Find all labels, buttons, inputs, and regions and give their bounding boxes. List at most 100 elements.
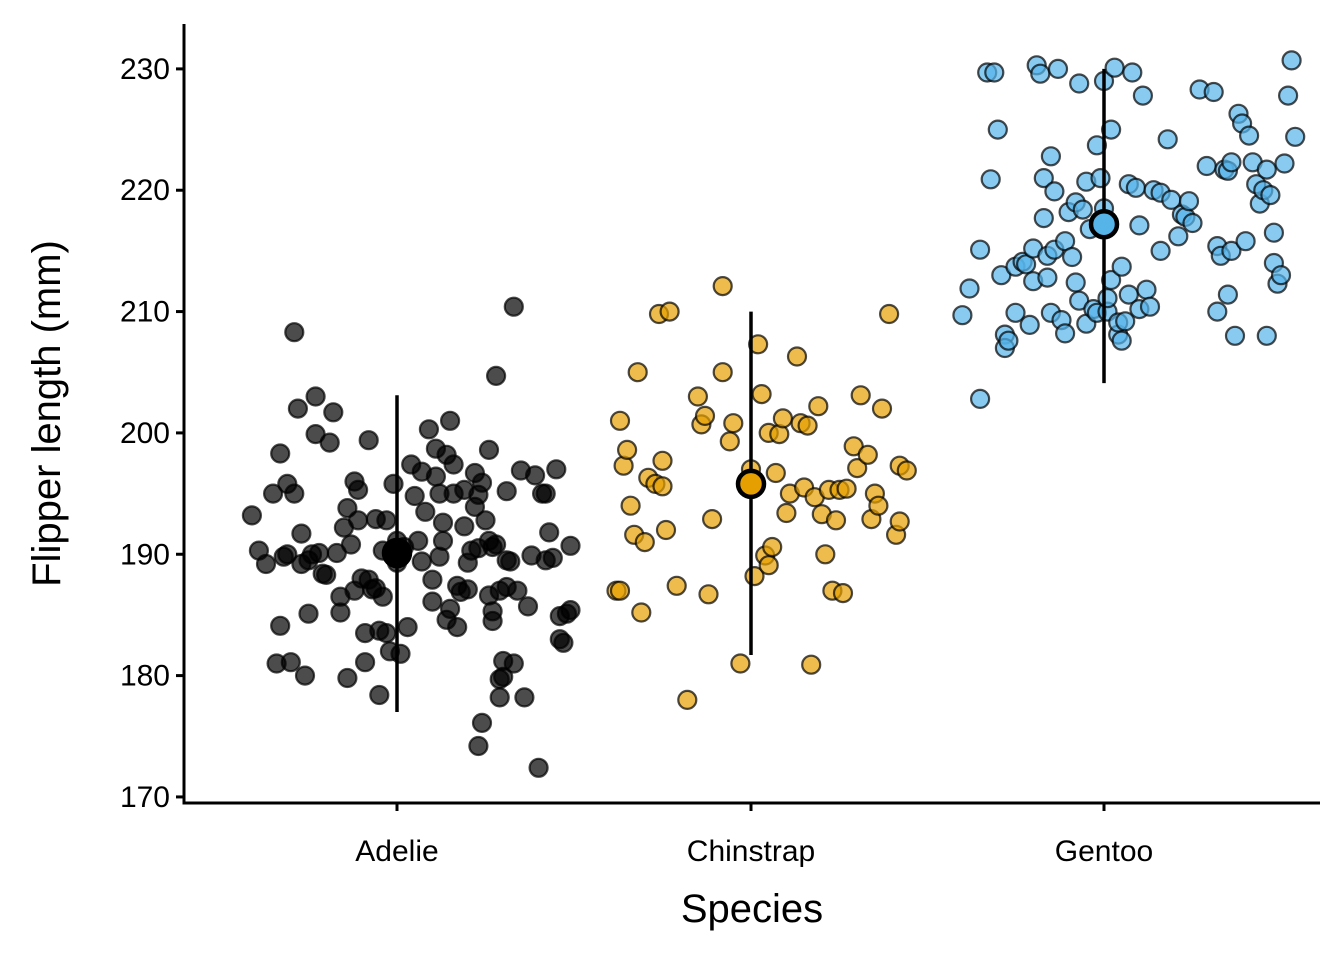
data-point: [836, 478, 857, 499]
data-point: [868, 495, 889, 516]
data-point: [1132, 85, 1154, 106]
data-point: [425, 466, 446, 487]
data-point: [330, 602, 351, 623]
data-point: [1150, 240, 1171, 261]
data-point: [1136, 279, 1157, 300]
data-point: [1122, 62, 1143, 83]
data-point: [998, 330, 1019, 351]
data-point: [309, 542, 330, 564]
data-point: [889, 511, 910, 532]
data-point: [786, 346, 808, 367]
data-point: [404, 485, 425, 507]
data-point: [712, 362, 733, 383]
data-point: [294, 665, 316, 686]
data-point: [1115, 311, 1136, 332]
data-point: [517, 596, 539, 617]
data-point: [687, 386, 709, 407]
data-point: [1033, 168, 1054, 189]
x-tick-label: Chinstrap: [687, 835, 815, 868]
data-point: [489, 687, 510, 708]
data-point: [280, 652, 301, 673]
data-point: [440, 410, 461, 431]
data-point: [1037, 267, 1058, 288]
data-point: [808, 396, 829, 417]
data-point: [454, 516, 475, 537]
data-point: [815, 544, 836, 565]
data-point: [323, 402, 344, 423]
data-point: [762, 536, 783, 558]
data-point: [542, 547, 563, 569]
data-point: [896, 460, 917, 481]
data-point: [1129, 215, 1150, 236]
data-point: [560, 535, 581, 556]
data-point: [500, 551, 521, 572]
data-point: [1285, 126, 1306, 147]
data-point: [337, 667, 358, 689]
data-point: [468, 735, 489, 757]
data-point: [1047, 58, 1069, 80]
data-point: [878, 303, 900, 325]
data-point: [1054, 323, 1076, 344]
data-point: [609, 410, 631, 431]
data-point: [372, 586, 393, 607]
data-point: [390, 643, 411, 664]
data-point: [634, 531, 655, 553]
data-point: [1044, 181, 1065, 202]
data-point: [340, 534, 362, 555]
data-point: [270, 615, 291, 636]
data-point: [747, 334, 769, 355]
data-point: [546, 459, 567, 480]
data-point: [482, 601, 503, 622]
data-point: [471, 712, 493, 734]
x-tick-label: Gentoo: [1055, 835, 1153, 868]
data-point: [397, 616, 418, 638]
data-point: [443, 454, 464, 475]
data-point: [486, 365, 507, 386]
data-point: [825, 510, 847, 531]
data-point: [305, 386, 326, 407]
data-point: [797, 415, 818, 436]
data-point: [850, 385, 871, 406]
data-point: [847, 458, 868, 479]
data-point: [1207, 301, 1228, 322]
mean-point: [735, 468, 767, 500]
data-point: [1281, 50, 1302, 71]
data-point: [1069, 73, 1090, 94]
data-point: [1157, 129, 1178, 150]
data-point: [832, 582, 854, 604]
data-point: [1033, 208, 1054, 229]
data-point: [376, 622, 397, 644]
data-point: [503, 653, 524, 674]
y-axis-title: Flipper length (mm): [25, 240, 69, 587]
data-point: [1277, 85, 1299, 106]
data-point: [1090, 168, 1111, 189]
data-point: [751, 384, 772, 405]
data-point: [440, 598, 461, 620]
data-point: [723, 413, 744, 434]
data-point: [1072, 199, 1093, 220]
data-point: [1263, 222, 1285, 243]
data-point: [652, 450, 673, 471]
data-point: [457, 579, 478, 600]
data-point: [422, 569, 443, 590]
data-point: [655, 519, 677, 541]
data-point: [478, 439, 500, 460]
data-point: [1238, 125, 1260, 146]
data-point: [1065, 272, 1086, 293]
data-point: [620, 495, 641, 516]
summary-layer: [381, 68, 1120, 712]
data-point: [1178, 191, 1200, 212]
data-point: [471, 472, 493, 493]
data-point: [1097, 288, 1118, 309]
series-chinstrap: [606, 276, 917, 711]
data-point: [1270, 265, 1292, 286]
data-point: [507, 580, 528, 601]
x-axis-ticks: Adelie Chinstrap Gentoo: [355, 803, 1153, 868]
series-gentoo: [952, 50, 1306, 409]
data-point: [1040, 146, 1062, 167]
data-point: [291, 523, 312, 544]
x-tick-label: Adelie: [355, 835, 438, 868]
y-tick-label: 220: [120, 174, 170, 207]
data-point: [270, 443, 291, 464]
data-point: [801, 654, 822, 675]
